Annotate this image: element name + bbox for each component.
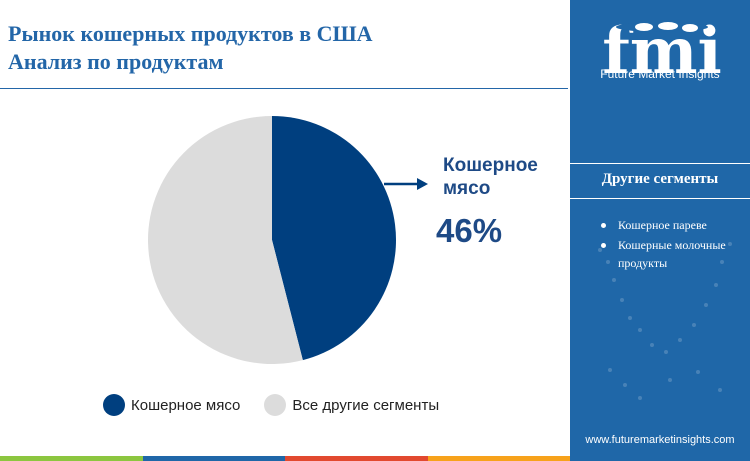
bottom-bar-blue	[142, 456, 285, 461]
legend-label-other: Все другие сегменты	[292, 396, 440, 414]
legend-swatch-meat	[103, 394, 125, 416]
logo-world-map	[635, 22, 698, 32]
title-line-2: Анализ по продуктам	[8, 49, 224, 74]
callout-value: 46%	[436, 212, 503, 249]
bottom-bar-red	[285, 456, 428, 461]
legend-item-meat: Кошерное мясо	[103, 394, 240, 416]
legend-swatch-other	[264, 394, 287, 416]
fmi-logo: fmi	[602, 14, 722, 86]
brand-name: Future Market Insights	[600, 67, 720, 81]
list-item: Кошерные молочные продукты	[601, 236, 743, 272]
chart-legend: Кошерное мясо Все другие сегменты	[103, 394, 463, 416]
pie-slice-other	[147, 116, 303, 365]
list-item: Кошерное пареве	[601, 216, 743, 234]
pie-slice-meat	[272, 116, 396, 361]
title-divider	[0, 88, 568, 89]
pie-slices	[147, 116, 396, 365]
bottom-bar-orange	[427, 456, 570, 461]
side-panel: fmi Future Market Insights Другие сегмен…	[570, 0, 750, 461]
legend-label-meat: Кошерное мясо	[131, 396, 241, 414]
pie-chart	[147, 116, 428, 365]
bottom-bar-green	[0, 456, 143, 461]
world-map-pattern	[598, 242, 732, 400]
legend-item-other: Все другие сегменты	[264, 394, 439, 416]
segments-list: Кошерное пареве Кошерные молочные продук…	[601, 216, 743, 274]
callout-label: Кошерное мясо	[443, 155, 538, 199]
bottom-color-bar	[0, 456, 570, 461]
segments-heading: Другие сегменты	[601, 171, 719, 187]
callout-arrow-icon	[384, 178, 428, 190]
title-line-1: Рынок кошерных продуктов в США	[8, 21, 373, 46]
panel-divider-bottom	[570, 198, 750, 199]
panel-divider-top	[570, 163, 750, 164]
website-url[interactable]: www.futuremarketinsights.com	[585, 434, 735, 446]
